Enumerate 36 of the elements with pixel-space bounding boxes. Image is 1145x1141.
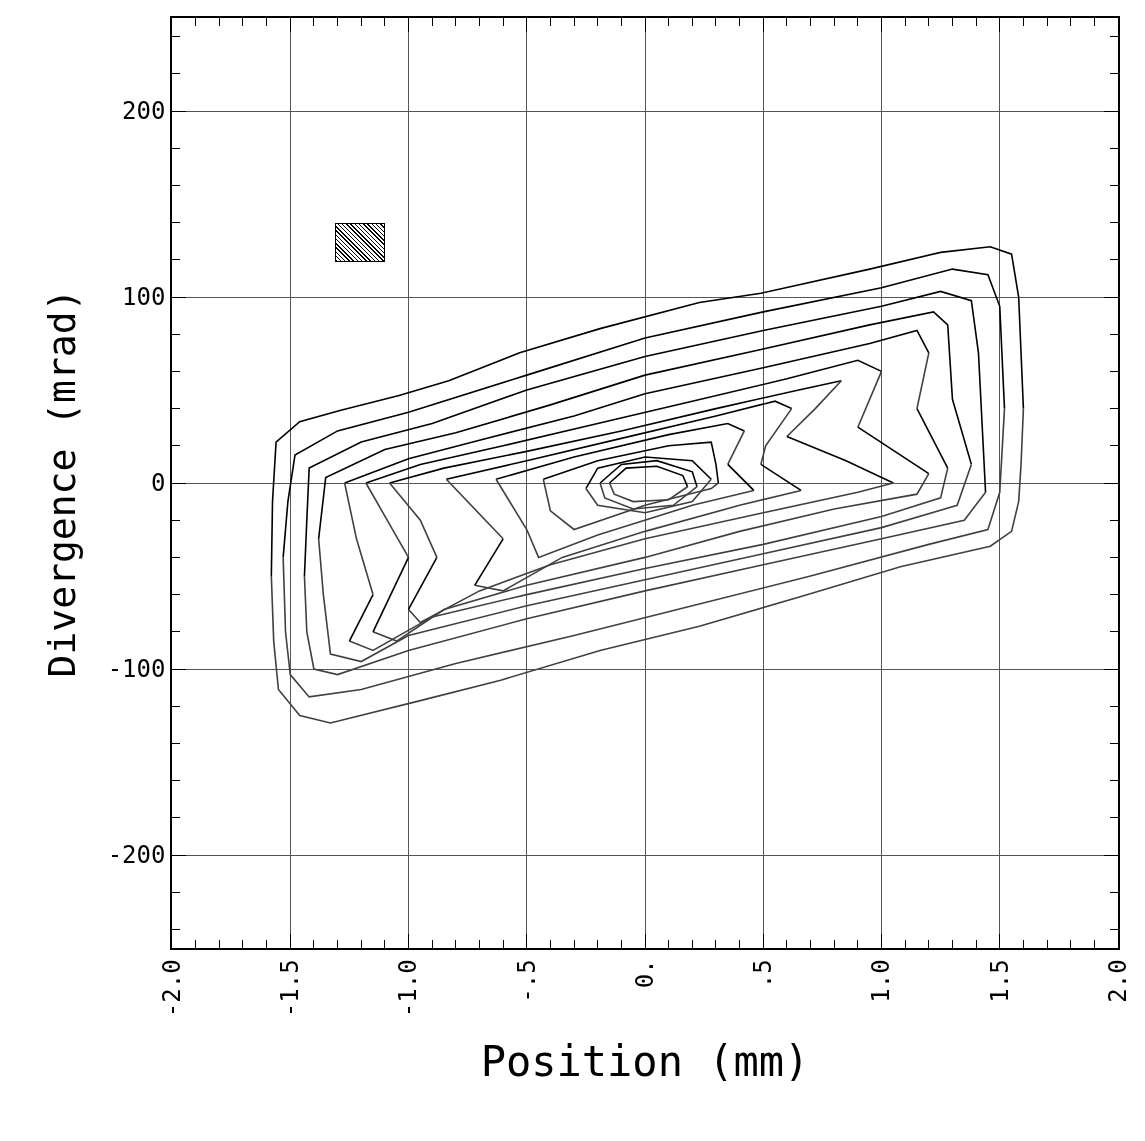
line-series xyxy=(542,441,720,484)
x-tick-label: -2.0 xyxy=(157,959,186,1018)
line-series xyxy=(445,400,793,481)
line-series xyxy=(303,290,987,577)
line-series xyxy=(599,482,698,510)
line-series xyxy=(317,463,973,663)
line-series xyxy=(282,268,1006,559)
x-tick-label: 1.0 xyxy=(867,959,896,1003)
x-tick-label: -1.0 xyxy=(394,959,423,1018)
line-series xyxy=(303,491,987,676)
line-series xyxy=(343,329,930,484)
y-axis-title: Divergence (mrad) xyxy=(40,288,85,678)
y-tick-label: 0 xyxy=(151,469,166,498)
line-series xyxy=(388,379,843,484)
line-series xyxy=(608,465,689,488)
x-axis-title: Position (mm) xyxy=(480,1036,810,1086)
line-series xyxy=(473,489,802,592)
line-series xyxy=(270,245,1025,577)
line-series xyxy=(317,311,973,540)
x-tick-label: .5 xyxy=(749,959,778,989)
y-tick-label: 100 xyxy=(122,283,166,312)
x-tick-label: -.5 xyxy=(512,959,541,1003)
y-tick-label: -200 xyxy=(107,841,166,870)
x-tick-label: 1.5 xyxy=(985,959,1014,1003)
line-series xyxy=(585,456,713,490)
x-tick-label: 2.0 xyxy=(1103,959,1132,1003)
line-series xyxy=(407,482,895,624)
y-tick-label: 200 xyxy=(122,97,166,126)
line-series xyxy=(495,422,746,481)
x-tick-label: -1.5 xyxy=(276,959,305,1018)
line-series xyxy=(365,359,883,484)
line-series xyxy=(608,482,689,503)
y-tick-label: -100 xyxy=(107,655,166,684)
x-tick-label: 0. xyxy=(630,959,659,989)
line-series xyxy=(542,478,720,531)
line-series xyxy=(495,478,755,559)
